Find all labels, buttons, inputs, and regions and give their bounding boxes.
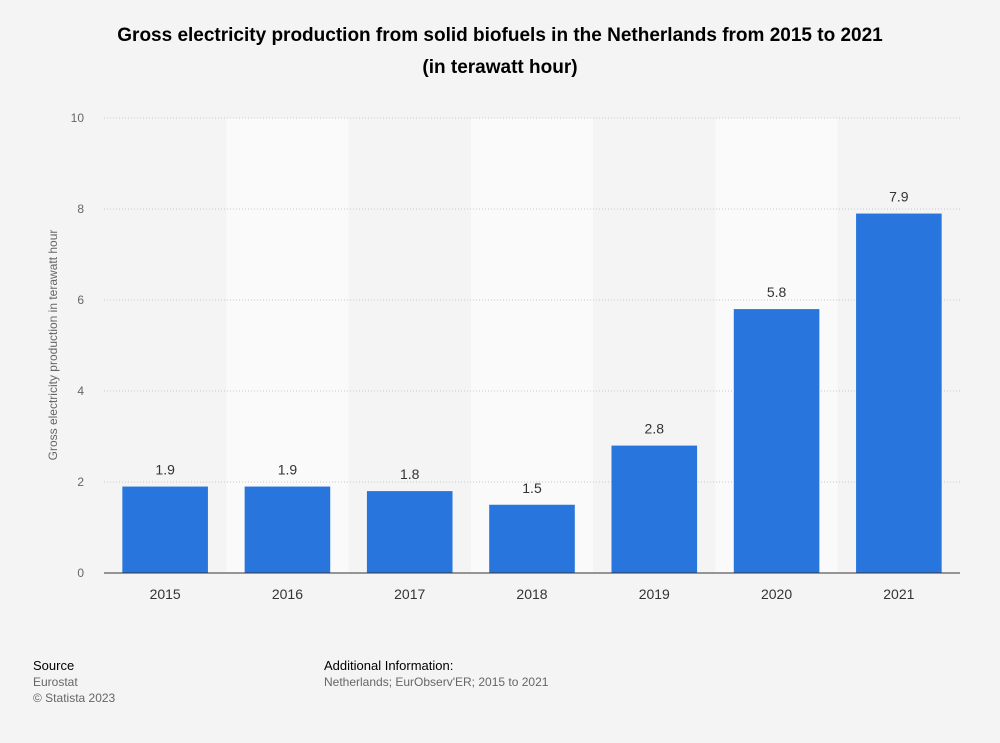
x-tick-label: 2020 <box>761 586 792 602</box>
y-tick-label: 6 <box>77 293 84 307</box>
source-block: Source Eurostat © Statista 2023 <box>33 658 115 706</box>
y-tick-label: 10 <box>71 111 85 125</box>
x-tick-label: 2016 <box>272 586 303 602</box>
bar-2021 <box>856 213 942 574</box>
y-axis-label: Gross electricity production in terawatt… <box>46 230 60 461</box>
x-tick-label: 2021 <box>883 586 914 602</box>
value-label-2018: 1.5 <box>522 480 542 496</box>
y-axis-ticks: 0 2 4 6 8 10 <box>71 111 85 580</box>
chart-title-line-1: Gross electricity production from solid … <box>117 25 883 46</box>
value-label-2015: 1.9 <box>155 462 175 478</box>
value-label-2021: 7.9 <box>889 189 909 205</box>
chart-title: Gross electricity production from solid … <box>40 20 960 84</box>
bar-2018 <box>489 504 575 573</box>
additional-info-text: Netherlands; EurObserv'ER; 2015 to 2021 <box>324 675 549 689</box>
source-heading: Source <box>33 658 75 673</box>
value-label-2016: 1.9 <box>278 462 298 478</box>
y-tick-label: 4 <box>77 384 84 398</box>
additional-info-block: Additional Information: Netherlands; Eur… <box>324 658 548 690</box>
bars <box>122 213 942 574</box>
bar-2019 <box>611 445 698 573</box>
x-tick-label: 2017 <box>394 586 425 602</box>
value-labels: 1.9 1.9 1.8 1.5 2.8 5.8 7.9 <box>155 189 908 496</box>
value-label-2020: 5.8 <box>767 284 787 300</box>
x-axis-ticks: 2015 2016 2017 2018 2019 2020 2021 <box>150 586 915 602</box>
y-tick-label: 2 <box>77 475 84 489</box>
additional-info-heading: Additional Information: <box>324 658 454 673</box>
bar-2016 <box>244 486 331 573</box>
chart-title-line-2: (in terawatt hour) <box>422 57 578 78</box>
y-tick-label: 8 <box>77 202 84 216</box>
source-line-1: Eurostat <box>33 675 78 689</box>
value-label-2019: 2.8 <box>645 421 665 437</box>
column-band <box>470 118 594 573</box>
bar-2020 <box>733 309 820 573</box>
x-tick-label: 2018 <box>516 586 547 602</box>
x-tick-label: 2015 <box>150 586 181 602</box>
bar-2017 <box>366 491 453 573</box>
value-label-2017: 1.8 <box>400 466 420 482</box>
y-tick-label: 0 <box>77 566 84 580</box>
source-line-2: © Statista 2023 <box>33 691 116 705</box>
bar-2015 <box>122 486 208 573</box>
x-tick-label: 2019 <box>639 586 670 602</box>
